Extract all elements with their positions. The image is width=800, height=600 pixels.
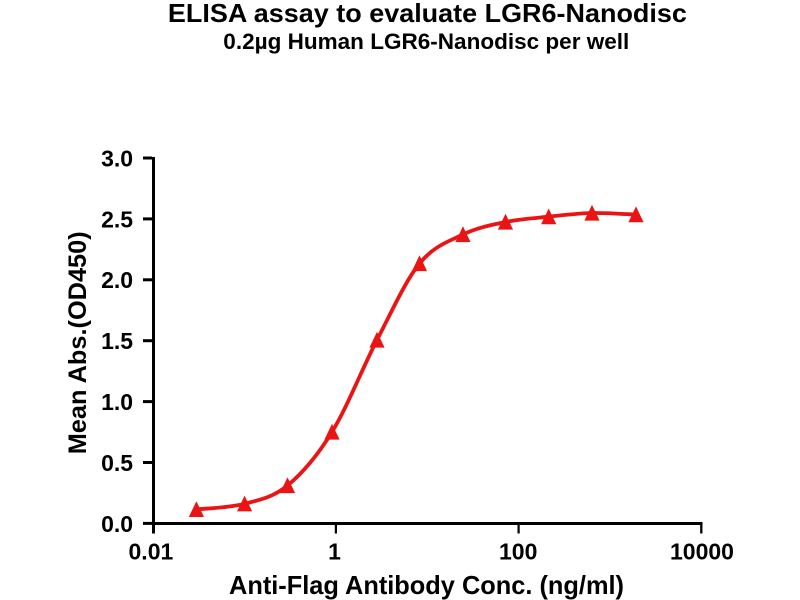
svg-text:2.0: 2.0 xyxy=(101,267,133,293)
svg-text:ELISA assay to evaluate LGR6-N: ELISA assay to evaluate LGR6-Nanodisc xyxy=(168,0,687,28)
svg-text:0.5: 0.5 xyxy=(101,450,133,476)
svg-text:1: 1 xyxy=(328,539,341,565)
svg-text:Mean Abs.(OD450): Mean Abs.(OD450) xyxy=(64,231,92,454)
svg-text:0.0: 0.0 xyxy=(101,511,133,537)
svg-text:Anti-Flag Antibody Conc. (ng/m: Anti-Flag Antibody Conc. (ng/ml) xyxy=(229,570,624,600)
svg-text:100: 100 xyxy=(499,539,537,565)
svg-text:3.0: 3.0 xyxy=(101,145,133,171)
svg-text:10000: 10000 xyxy=(670,539,734,565)
svg-text:1.0: 1.0 xyxy=(101,389,133,415)
svg-text:2.5: 2.5 xyxy=(101,206,133,232)
svg-text:0.01: 0.01 xyxy=(129,539,174,565)
svg-text:0.2µg Human LGR6-Nanodisc per: 0.2µg Human LGR6-Nanodisc per well xyxy=(223,29,629,54)
svg-text:1.5: 1.5 xyxy=(101,328,133,354)
